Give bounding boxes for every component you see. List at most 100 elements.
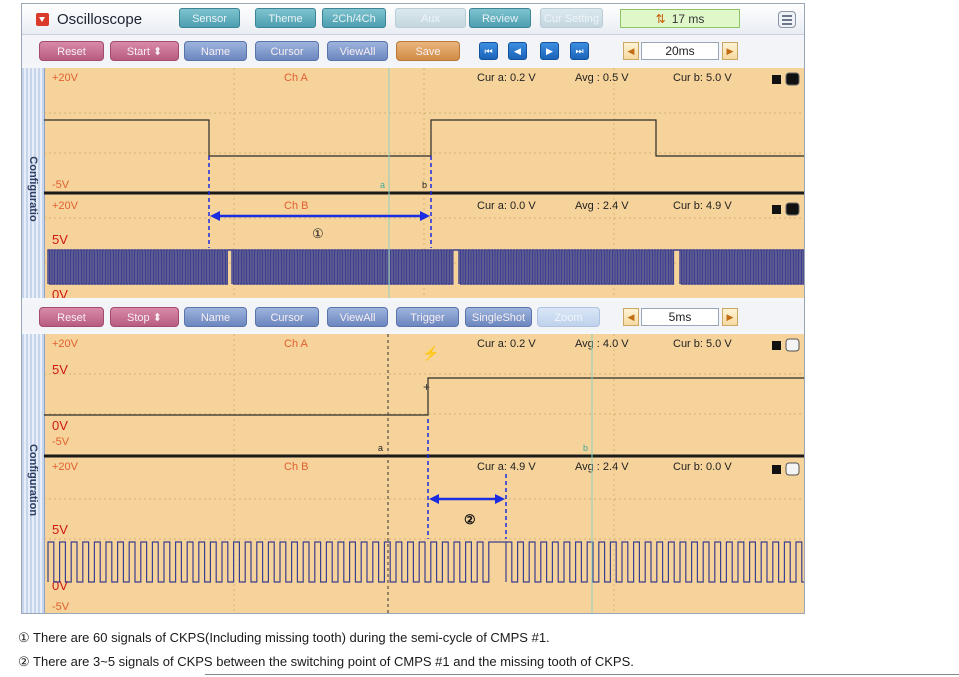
panel2-toolbar: Reset Stop ⬍ Name Cursor ViewAll Trigger… bbox=[22, 302, 804, 331]
p2-chb-toggle[interactable] bbox=[785, 462, 800, 476]
p2-arrow-right-head bbox=[495, 494, 505, 504]
p2-cha-name: Ch A bbox=[284, 338, 309, 350]
p1-arrow-right-head bbox=[420, 211, 430, 221]
panel1-save-button[interactable]: Save bbox=[396, 41, 460, 61]
panel2-time-div: 5ms bbox=[641, 308, 719, 326]
tab-cur-setting[interactable]: Cur Setting bbox=[540, 8, 603, 28]
next-frame-icon[interactable]: ▶ bbox=[540, 42, 559, 60]
panel1-reset-button[interactable]: Reset bbox=[39, 41, 104, 61]
first-frame-icon[interactable]: ⏮ bbox=[479, 42, 498, 60]
trigger-marker-icon[interactable]: ⚡ bbox=[422, 345, 439, 362]
p2-cha-color-swatch[interactable] bbox=[772, 341, 781, 350]
p1-chb-trace bbox=[47, 249, 804, 285]
updown-icon: ⬍ bbox=[152, 312, 162, 324]
oscilloscope-window: Oscilloscope Sensor Theme 2Ch/4Ch Aux Re… bbox=[21, 3, 805, 614]
panel1-configuration-sidebar[interactable]: Configuratio bbox=[22, 68, 45, 298]
p2-cursor-a-label: a bbox=[378, 443, 383, 453]
p1-chb-name: Ch B bbox=[284, 200, 308, 212]
p2-chb-5v-label: 5V bbox=[52, 522, 68, 537]
p2-cha-bottom-label: -5V bbox=[52, 436, 70, 448]
p1-cha-top-label: +20V bbox=[52, 72, 79, 84]
p2-marker-label: ② bbox=[464, 512, 476, 527]
panel1-viewall-button[interactable]: ViewAll bbox=[327, 41, 388, 61]
p1-chb-5v-label: 5V bbox=[52, 232, 68, 247]
hamburger-menu-icon[interactable] bbox=[778, 11, 796, 28]
panel2-configuration-sidebar[interactable]: Configuration bbox=[22, 334, 45, 613]
square-wave-segment bbox=[47, 249, 804, 285]
p1-marker-label: ① bbox=[312, 226, 324, 241]
note-2: ② There are 3~5 signals of CKPS between … bbox=[18, 654, 634, 669]
p2-cha-top-label: +20V bbox=[52, 338, 79, 350]
note-1: ① There are 60 signals of CKPS(Including… bbox=[18, 630, 550, 645]
p2-chb-cur-a: Cur a: 4.9 V bbox=[477, 461, 536, 473]
panel2-cursor-button[interactable]: Cursor bbox=[255, 307, 319, 327]
p2-chb-trace bbox=[47, 541, 804, 583]
panel1-name-button[interactable]: Name bbox=[184, 41, 247, 61]
p1-chb-cur-a: Cur a: 0.0 V bbox=[477, 200, 536, 212]
p1-arrow-left-head bbox=[210, 211, 220, 221]
app-menu-icon[interactable] bbox=[36, 13, 49, 26]
tab-2ch-4ch[interactable]: 2Ch/4Ch bbox=[322, 8, 386, 28]
panel1-cursor-button[interactable]: Cursor bbox=[255, 41, 319, 61]
last-frame-icon[interactable]: ⏭ bbox=[570, 42, 589, 60]
panel2-name-button[interactable]: Name bbox=[184, 307, 247, 327]
p2-chb-avg: Avg : 2.4 V bbox=[575, 461, 629, 473]
p1-cha-color-swatch[interactable] bbox=[772, 75, 781, 84]
panel2-trigger-button[interactable]: Trigger bbox=[396, 307, 459, 327]
panel1-time-decrease-icon[interactable]: ◀ bbox=[623, 42, 639, 60]
tab-aux[interactable]: Aux bbox=[395, 8, 466, 28]
p1-chb-color-swatch[interactable] bbox=[772, 205, 781, 214]
panel2-reset-button[interactable]: Reset bbox=[39, 307, 104, 327]
p2-cha-toggle[interactable] bbox=[785, 338, 800, 352]
panel2-singleshot-button[interactable]: SingleShot bbox=[465, 307, 532, 327]
p1-chb-top-label: +20V bbox=[52, 200, 79, 212]
p2-arrow-left-head bbox=[429, 494, 439, 504]
panel1-toolbar: Reset Start ⬍ Name Cursor ViewAll Save ⏮… bbox=[22, 36, 804, 65]
p1-chb-avg: Avg : 2.4 V bbox=[575, 200, 629, 212]
panel1-start-button[interactable]: Start ⬍ bbox=[110, 41, 179, 61]
p1-chb-toggle[interactable] bbox=[785, 202, 800, 216]
p2-cha-avg: Avg : 4.0 V bbox=[575, 338, 629, 350]
p1-cursor-b-label: b bbox=[422, 180, 427, 190]
p2-cha-trace bbox=[44, 377, 804, 416]
p1-cha-toggle[interactable] bbox=[785, 72, 800, 86]
panel2-time-increase-icon[interactable]: ▶ bbox=[722, 308, 738, 326]
panel1-plot: Configuratio +20V Ch A Cur a: 0.2 V Avg … bbox=[22, 68, 804, 298]
p2-cursor-cross-icon: + bbox=[423, 380, 430, 394]
p2-chb-top-label: +20V bbox=[52, 461, 79, 473]
title-bar: Oscilloscope Sensor Theme 2Ch/4Ch Aux Re… bbox=[22, 4, 804, 35]
p2-chb-color-swatch[interactable] bbox=[772, 465, 781, 474]
prev-frame-icon[interactable]: ◀ bbox=[508, 42, 527, 60]
panel1-waveform: +20V Ch A Cur a: 0.2 V Avg : 0.5 V Cur b… bbox=[44, 68, 804, 298]
window-title: Oscilloscope bbox=[57, 11, 143, 28]
footer-rule bbox=[205, 674, 959, 675]
p2-cha-cur-a: Cur a: 0.2 V bbox=[477, 338, 536, 350]
panel1-time-increase-icon[interactable]: ▶ bbox=[722, 42, 738, 60]
panel2-stop-button[interactable]: Stop ⬍ bbox=[110, 307, 179, 327]
tab-review[interactable]: Review bbox=[469, 8, 531, 28]
p2-chb-name: Ch B bbox=[284, 461, 308, 473]
p2-cursor-b-label: b bbox=[583, 443, 588, 453]
stop-label: Stop bbox=[127, 312, 150, 324]
p1-cha-cur-a: Cur a: 0.2 V bbox=[477, 72, 536, 84]
p1-cursor-a-label: a bbox=[380, 180, 385, 190]
panel2-zoom-button[interactable]: Zoom bbox=[537, 307, 600, 327]
p1-chb-cur-b: Cur b: 4.9 V bbox=[673, 200, 732, 212]
p1-cha-name: Ch A bbox=[284, 72, 309, 84]
panel1-time-div: 20ms bbox=[641, 42, 719, 60]
tab-theme[interactable]: Theme bbox=[255, 8, 316, 28]
p2-cha-cur-b: Cur b: 5.0 V bbox=[673, 338, 732, 350]
tab-sensor[interactable]: Sensor bbox=[179, 8, 240, 28]
panel2-plot: Configuration +20V Ch A Cur a: 0.2 V Avg… bbox=[22, 334, 804, 613]
p1-cha-bottom-label: -5V bbox=[52, 179, 70, 191]
panel2-config-label: Configuration bbox=[27, 443, 39, 516]
p1-chb-0v-label: 0V bbox=[52, 287, 68, 298]
p2-cha-5v-label: 5V bbox=[52, 362, 68, 377]
p1-cha-trace bbox=[44, 119, 804, 157]
sample-rate-value: 17 ms bbox=[671, 12, 705, 26]
square-wave-segment bbox=[47, 541, 804, 583]
panel2-viewall-button[interactable]: ViewAll bbox=[327, 307, 388, 327]
p1-cha-avg: Avg : 0.5 V bbox=[575, 72, 629, 84]
panel2-time-decrease-icon[interactable]: ◀ bbox=[623, 308, 639, 326]
updown-icon: ⬍ bbox=[153, 46, 163, 58]
